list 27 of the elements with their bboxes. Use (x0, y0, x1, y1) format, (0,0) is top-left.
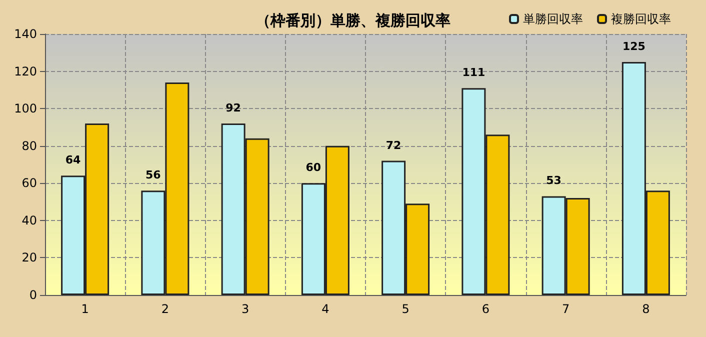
chart-title: （枠番別）単勝、複勝回収率 (256, 12, 450, 30)
x-tick-label: 3 (241, 302, 250, 316)
data-label: 125 (622, 40, 646, 53)
y-tick-label: 140 (14, 27, 37, 41)
y-tick-label: 0 (29, 288, 37, 302)
x-tick-label: 5 (402, 302, 410, 316)
x-tick-label: 6 (482, 302, 490, 316)
y-tick-label: 20 (22, 250, 37, 265)
data-label: 64 (65, 154, 82, 167)
x-tick-label: 2 (161, 302, 170, 316)
legend-label: 単勝回収率 (523, 12, 583, 26)
data-label: 60 (306, 161, 322, 174)
y-tick-label: 60 (22, 176, 37, 190)
x-tick-label: 7 (562, 302, 570, 316)
data-label: 92 (226, 101, 241, 114)
x-tick-label: 1 (81, 302, 89, 316)
data-label: 53 (546, 174, 562, 188)
data-label: 111 (462, 66, 486, 80)
x-tick-label: 8 (642, 302, 650, 316)
x-tick-label: 4 (322, 302, 330, 316)
y-tick-label: 120 (14, 64, 37, 78)
y-tick-label: 80 (22, 138, 37, 153)
data-label: 56 (146, 168, 162, 182)
y-tick-label: 100 (14, 102, 37, 116)
legend-label: 複勝回収率 (611, 12, 671, 26)
y-tick-label: 40 (22, 213, 37, 228)
data-label: 72 (386, 138, 402, 152)
